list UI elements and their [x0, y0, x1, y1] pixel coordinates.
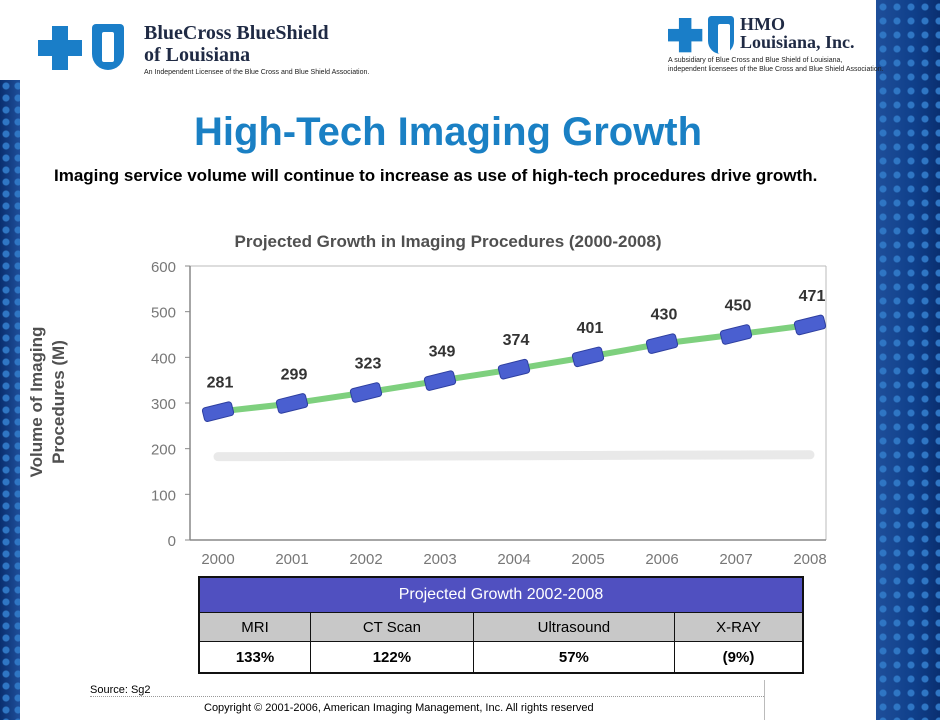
data-label: 299: [281, 366, 308, 383]
y-tick-label: 300: [151, 396, 176, 413]
data-point-marker: [349, 382, 383, 403]
page-subtitle: Imaging service volume will continue to …: [54, 166, 818, 185]
hmo-louisiana-logo: HMO Louisiana, Inc. A subsidiary of Blue…: [668, 14, 900, 76]
y-tick-label: 0: [168, 533, 176, 550]
chart-title: Projected Growth in Imaging Procedures (…: [234, 232, 662, 251]
hmo-name-line2: Louisiana, Inc.: [740, 32, 855, 52]
x-tick-label: 2003: [423, 551, 456, 568]
val-ct-scan: 122%: [310, 641, 474, 674]
data-label: 281: [207, 375, 234, 392]
val-ultrasound: 57%: [472, 641, 676, 674]
decorative-left-band: [0, 80, 20, 720]
col-x-ray: X-RAY: [674, 612, 804, 642]
footer-vertical-divider: [764, 680, 765, 720]
data-point-marker: [719, 324, 753, 345]
line-reflection: [213, 450, 815, 462]
x-tick-label: 2006: [645, 551, 678, 568]
logo-name-line2: of Louisiana: [144, 44, 251, 66]
page-title: High-Tech Imaging Growth: [193, 110, 703, 154]
y-tick-label: 600: [151, 259, 176, 276]
data-label: 430: [651, 307, 678, 324]
footer-divider: [90, 696, 764, 697]
x-tick-label: 2008: [793, 551, 826, 568]
data-point-marker: [275, 393, 309, 414]
col-ultrasound: Ultrasound: [472, 612, 676, 642]
table-row-columns: MRI CT Scan Ultrasound X-RAY: [198, 612, 804, 642]
logo-name-line1: BlueCross BlueShield: [144, 22, 329, 44]
y-tick-label: 200: [151, 442, 176, 459]
data-label: 323: [355, 355, 382, 372]
slide-content: BlueCross BlueShield of Louisiana An Ind…: [20, 0, 884, 720]
data-label: 374: [503, 332, 530, 349]
val-x-ray: (9%): [674, 641, 804, 674]
data-point-marker: [201, 401, 235, 422]
hmo-tagline-line1: A subsidiary of Blue Cross and Blue Shie…: [668, 57, 843, 64]
hmo-tagline-line2: independent licensees of the Blue Cross …: [668, 66, 884, 73]
table-header: Projected Growth 2002-2008: [199, 577, 803, 613]
x-tick-label: 2000: [201, 551, 234, 568]
source-note: Source: Sg2: [90, 684, 151, 696]
data-point-marker: [423, 370, 457, 391]
val-mri: 133%: [198, 641, 312, 674]
col-ct-scan: CT Scan: [310, 612, 474, 642]
line-chart: 0 100 200 300 400 500 600 2000 2001 2002 2003 2004 2…: [151, 259, 827, 568]
hmo-name-line1: HMO: [740, 14, 785, 34]
col-mri: MRI: [198, 612, 312, 642]
data-point-marker: [645, 333, 679, 354]
data-label: 349: [429, 344, 456, 361]
data-label: 450: [725, 298, 752, 315]
blue-cross-icon: [668, 18, 703, 53]
y-tick-label: 100: [151, 487, 176, 504]
table-row-values: 133% 122% 57% (9%): [198, 641, 804, 674]
blue-cross-icon: [38, 26, 82, 70]
data-point-marker: [793, 314, 827, 336]
blue-shield-icon: [92, 24, 124, 70]
logo-tagline: An Independent Licensee of the Blue Cros…: [144, 69, 370, 76]
growth-table: Projected Growth 2002-2008 MRI CT Scan U…: [198, 576, 804, 674]
decorative-right-band: [876, 0, 940, 720]
bcbs-louisiana-logo: BlueCross BlueShield of Louisiana An Ind…: [38, 20, 378, 80]
data-label: 401: [577, 320, 604, 337]
x-tick-label: 2004: [497, 551, 530, 568]
x-tick-label: 2005: [571, 551, 604, 568]
x-tick-label: 2001: [275, 551, 308, 568]
data-point-marker: [497, 358, 531, 380]
x-tick-label: 2007: [719, 551, 752, 568]
data-label: 471: [799, 288, 826, 305]
copyright-notice: Copyright © 2001-2006, American Imaging …: [204, 702, 594, 714]
data-point-marker: [571, 346, 605, 368]
blue-shield-icon: [708, 16, 734, 54]
x-tick-label: 2002: [349, 551, 382, 568]
y-tick-label: 400: [151, 350, 176, 367]
y-tick-label: 500: [151, 305, 176, 322]
